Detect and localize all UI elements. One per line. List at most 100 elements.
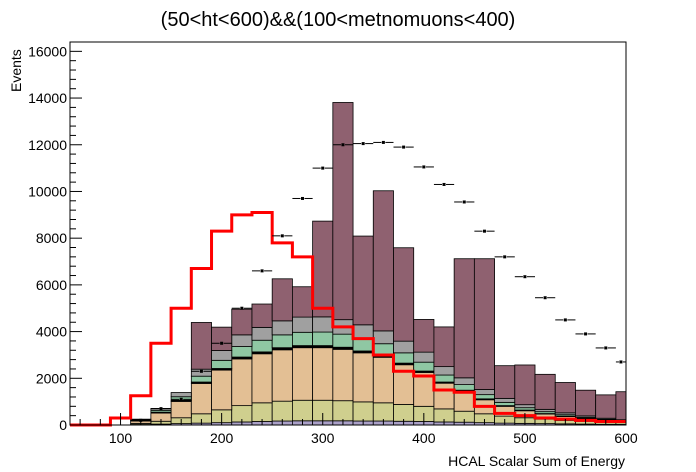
stack-bar (372, 330, 394, 345)
stack-bar (413, 351, 435, 363)
stack-bar (494, 401, 516, 407)
stack-bar (312, 220, 334, 318)
stack-bar (413, 319, 435, 353)
stack-bar (433, 374, 455, 383)
stack-bar (352, 324, 374, 339)
data-point (260, 269, 264, 273)
stack-bar (291, 286, 314, 318)
stack-bar (251, 303, 273, 328)
stack-bar (453, 390, 475, 412)
stack-bar (453, 377, 475, 385)
data-point (503, 255, 507, 259)
data-point (361, 142, 365, 146)
x-tick-label: 600 (614, 430, 638, 446)
stack-bar (312, 316, 334, 333)
stack-bar (211, 369, 233, 411)
y-tick-label: 10000 (28, 183, 67, 199)
stack-bar (352, 352, 374, 403)
stack-bar (352, 401, 374, 422)
data-points (130, 140, 626, 422)
stack-bar (190, 383, 212, 415)
signal-histogram (70, 210, 626, 427)
stacked-histogram (130, 102, 627, 426)
data-point (199, 369, 203, 373)
stack-bar (312, 331, 334, 346)
stack-bar (393, 404, 415, 422)
stack-bar (615, 391, 627, 421)
axes: 0 2000 4000 6000 8000 10000 12000 14000 16000 100… (28, 41, 638, 446)
stack-bar (453, 384, 475, 391)
stack-bar (413, 372, 435, 407)
stack-bar (554, 382, 576, 414)
stack-bar (170, 392, 192, 398)
stack-bar (332, 102, 354, 321)
x-tick-label: 100 (109, 430, 133, 446)
stack-bar (291, 316, 314, 333)
stack-bar (433, 326, 455, 368)
data-point (543, 296, 547, 300)
stack-bar (332, 333, 354, 348)
x-axis-label: HCAL Scalar Sum of Energy (448, 453, 625, 469)
stack-bar (473, 258, 495, 390)
data-point (402, 145, 406, 149)
stack-component (190, 102, 627, 421)
stack-bar (231, 308, 253, 336)
stack-bar (352, 235, 374, 326)
stack-bar (291, 347, 314, 401)
data-point (220, 341, 224, 345)
data-point (523, 275, 527, 279)
stack-bar (211, 359, 233, 369)
stack-bar (190, 322, 212, 370)
data-point (381, 140, 385, 144)
y-axis-label: Events (8, 49, 24, 92)
y-tick-label: 4000 (36, 324, 67, 340)
data-point (179, 397, 183, 401)
y-tick-label: 0 (59, 417, 67, 433)
stack-bar (332, 348, 354, 402)
stack-bar (251, 339, 273, 353)
stack-bar (211, 326, 233, 351)
x-tick-label: 300 (311, 430, 335, 446)
data-point (462, 200, 466, 204)
stack-bar (595, 394, 617, 419)
data-point (482, 229, 486, 233)
stack-bar (231, 346, 253, 358)
stack-bar (251, 326, 273, 341)
stack-bar (271, 400, 293, 422)
stack-bar (433, 382, 455, 410)
x-tick-label: 200 (210, 430, 234, 446)
data-point (240, 306, 244, 310)
stack-bar (271, 349, 293, 402)
chart-title: (50<ht<600)&&(100<metnomuons<400) (161, 9, 516, 31)
data-point (584, 332, 588, 336)
stack-bar (291, 399, 314, 422)
stack-bar (575, 389, 597, 417)
stack-bar (494, 365, 516, 399)
stack-bar (332, 400, 354, 422)
y-tick-label: 6000 (36, 277, 67, 293)
stack-bar (393, 247, 415, 342)
y-tick-label: 14000 (28, 90, 67, 106)
stack-bar (514, 404, 536, 409)
y-tick-label: 2000 (36, 370, 67, 386)
stack-bar (231, 358, 253, 407)
data-point (604, 346, 608, 350)
stack-bar (393, 352, 415, 364)
y-tick-label: 8000 (36, 230, 67, 246)
stack-bar (231, 334, 253, 347)
data-point (321, 166, 325, 170)
y-tick-label: 12000 (28, 137, 67, 153)
data-point (422, 165, 426, 169)
stack-bar (251, 402, 273, 422)
stack-bar (190, 375, 212, 383)
data-point (619, 360, 623, 364)
stack-bar (170, 401, 192, 419)
stack-bar (271, 278, 293, 322)
stack-bar (473, 394, 495, 400)
stack-bar (413, 361, 435, 372)
data-point (159, 407, 163, 411)
stack-bar (433, 366, 455, 376)
data-point (301, 196, 305, 200)
data-point (563, 318, 567, 322)
